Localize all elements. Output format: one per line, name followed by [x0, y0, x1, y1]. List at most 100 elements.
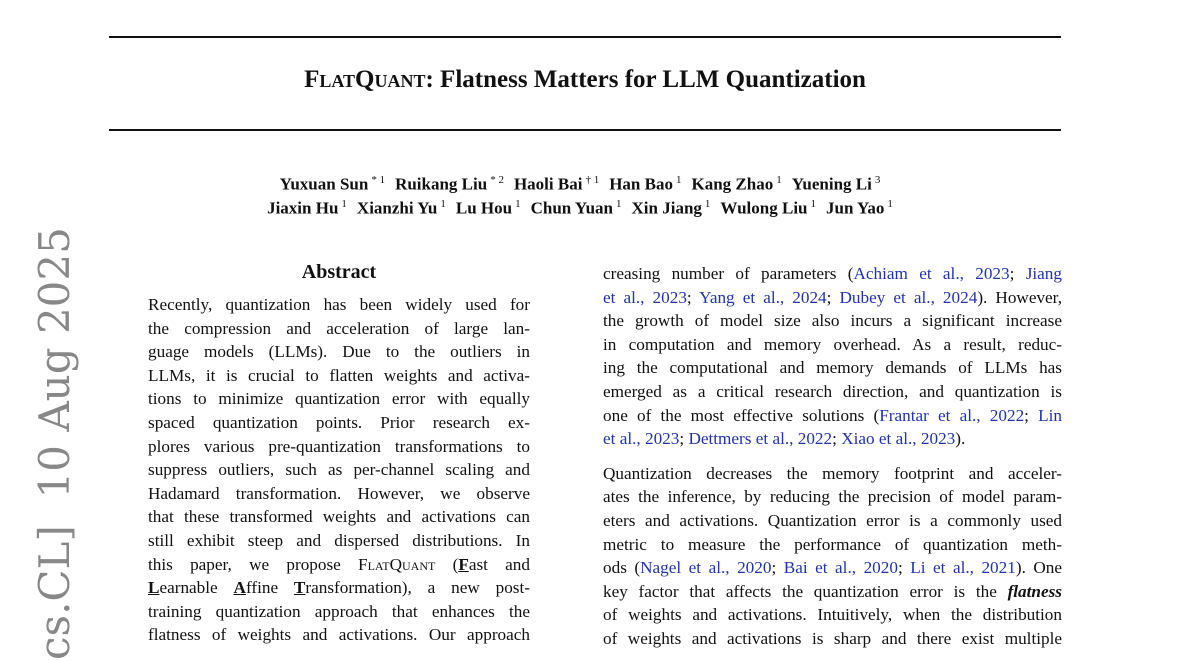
text-span: ;	[826, 287, 840, 307]
text-span: T	[293, 578, 306, 598]
text-span: ;	[832, 429, 842, 449]
author-affiliation-mark: 1	[440, 198, 446, 210]
text-span: ransformation), a new post-	[305, 578, 530, 598]
text-span: ing the computational and memory demands…	[603, 358, 1062, 378]
text-line: suppress outliers, such as per-channel s…	[148, 458, 530, 482]
text-line: tions to minimize quantization error wit…	[148, 387, 530, 411]
text-line: Quantization decreases the memory footpr…	[603, 462, 1062, 486]
text-span: Quantization decreases the memory footpr…	[603, 463, 1062, 483]
text-span: ods (	[603, 558, 641, 578]
text-span: that these transformed weights and activ…	[148, 507, 530, 527]
text-span: ates the inference, by reducing the prec…	[603, 487, 1062, 507]
bottom-rule	[109, 129, 1061, 131]
text-line: in computation and memory overhead. As a…	[603, 333, 1062, 357]
citation-link[interactable]: Jiang	[1025, 264, 1062, 283]
author-name: Yuxuan Sun	[279, 174, 369, 194]
text-line: the compression and acceleration of larg…	[148, 317, 530, 341]
author-name: Han Bao	[609, 174, 673, 194]
text-span: L	[148, 578, 160, 598]
text-line: guage models (LLMs). Due to the outliers…	[148, 340, 530, 364]
text-span: plores various pre-quantization transfor…	[148, 436, 530, 456]
abstract-heading: Abstract	[301, 261, 377, 283]
author-name: Ruikang Liu	[395, 174, 488, 194]
citation-link[interactable]: Nagel et al., 2020	[640, 558, 772, 578]
citation-link[interactable]: Li et al., 2021	[910, 558, 1016, 578]
citation-link[interactable]: Dubey et al., 2024	[839, 287, 978, 307]
text-line: of weights and activations. Intuitively,…	[603, 603, 1062, 627]
author-name: Yuening Li	[791, 174, 872, 194]
text-span: still exhibit steep and dispersed distri…	[148, 530, 530, 550]
citation-link[interactable]: Bai et al., 2020	[783, 558, 898, 578]
text-line: the growth of model size also incurs a s…	[603, 309, 1062, 333]
text-line: ing the computational and memory demands…	[603, 356, 1062, 380]
citation-link[interactable]: Xiao et al., 2023	[841, 429, 956, 449]
text-span: in computation and memory overhead. As a…	[603, 334, 1062, 354]
text-span: Hadamard transformation. However, we obs…	[148, 483, 530, 503]
text-line: ods (Nagel et al., 2020; Bai et al., 202…	[603, 556, 1062, 580]
citation-link[interactable]: Lin	[1038, 405, 1062, 425]
text-span: ;	[1024, 405, 1039, 425]
text-span: creasing number of parameters (	[603, 264, 854, 283]
text-span: flatness of weights and activations. Our…	[148, 625, 530, 645]
citation-link[interactable]: Achiam et al., 2023	[853, 264, 1010, 283]
text-span: ;	[686, 287, 700, 307]
text-line: emerged as a critical research direction…	[603, 380, 1062, 404]
text-span: ). One	[1015, 558, 1063, 578]
text-line: of weights and activations is sharp and …	[603, 627, 1062, 651]
text-line: ates the inference, by reducing the prec…	[603, 485, 1062, 509]
text-span: ;	[771, 558, 784, 578]
text-line: still exhibit steep and dispersed distri…	[148, 529, 530, 553]
text-line: et al., 2023; Yang et al., 2024; Dubey e…	[603, 286, 1062, 310]
text-line: flatness of weights and activations. Our…	[148, 623, 530, 647]
author-list-row-1: Yuxuan Sun * 1 Ruikang Liu * 2 Haoli Bai † 1 H…	[0, 174, 1170, 195]
text-span: metric to measure the performance of qua…	[603, 534, 1062, 554]
text-span: Recently, quantization has been widely u…	[148, 295, 530, 314]
text-line: et al., 2023; Dettmers et al., 2022; Xia…	[603, 427, 1062, 451]
text-span: ;	[679, 429, 689, 449]
paragraph-gap	[603, 451, 1062, 462]
author-name: Wulong Liu	[720, 198, 808, 218]
author-affiliation-mark: 1	[704, 198, 711, 210]
text-line: Learnable Affine Transformation), a new …	[148, 576, 530, 600]
text-line: that these transformed weights and activ…	[148, 505, 530, 529]
text-span: spaced quantization points. Prior resear…	[148, 412, 530, 432]
introduction-body: creasing number of parameters (Achiam et…	[603, 262, 1062, 651]
text-span: eters and activations. Quantization erro…	[603, 510, 1062, 530]
text-span: ;	[897, 558, 911, 578]
text-line: Hadamard transformation. However, we obs…	[148, 482, 530, 506]
arxiv-stamp: cs.CL] 10 Aug 2025	[30, 227, 79, 660]
text-span: the compression and acceleration of larg…	[148, 318, 530, 338]
citation-link[interactable]: Dettmers et al., 2022	[688, 429, 833, 449]
citation-link[interactable]: et al., 2023	[603, 287, 687, 307]
text-span: (	[435, 554, 459, 574]
text-line: Recently, quantization has been widely u…	[148, 293, 530, 317]
text-span: ffine	[245, 578, 294, 598]
text-span: of weights and activations. Intuitively,…	[603, 605, 1062, 625]
text-line: eters and activations. Quantization erro…	[603, 509, 1062, 533]
text-span: ast and	[468, 554, 530, 574]
text-span: LLMs, it is crucial to flatten weights a…	[148, 365, 530, 385]
text-line: metric to measure the performance of qua…	[603, 533, 1062, 557]
author-name: Xianzhi Yu	[356, 198, 438, 218]
citation-link[interactable]: et al., 2023	[603, 429, 680, 449]
author-affiliation-mark: 1	[515, 198, 521, 210]
author-list-row-2: Jiaxin Hu 1 Xianzhi Yu 1 Lu Hou 1 Chun Yuan 1 Xi…	[0, 198, 1170, 219]
author-name: Chun Yuan	[530, 198, 614, 218]
author-affiliation-mark: * 1	[371, 174, 386, 186]
author-affiliation-mark: * 2	[490, 174, 504, 186]
text-line: creasing number of parameters (Achiam et…	[603, 262, 1062, 286]
author-affiliation-mark: 3	[874, 174, 881, 186]
text-span: emerged as a critical research direction…	[603, 381, 1062, 401]
text-span: ).	[955, 429, 966, 449]
citation-link[interactable]: Yang et al., 2024	[699, 287, 827, 307]
citation-link[interactable]: Frantar et al., 2022	[879, 405, 1025, 425]
author-affiliation-mark: 1	[675, 174, 682, 186]
text-line: one of the most effective solutions (Fra…	[603, 404, 1062, 428]
text-line: spaced quantization points. Prior resear…	[148, 411, 530, 435]
author-affiliation-mark: 1	[341, 198, 347, 210]
text-span: ). However,	[977, 287, 1063, 307]
paper-title: FlatQuant: Flatness Matters for LLM Quan…	[304, 66, 866, 93]
text-span: suppress outliers, such as per-channel s…	[148, 460, 530, 480]
text-span: flatness	[1007, 581, 1062, 601]
author-name: Kang Zhao	[691, 174, 774, 194]
